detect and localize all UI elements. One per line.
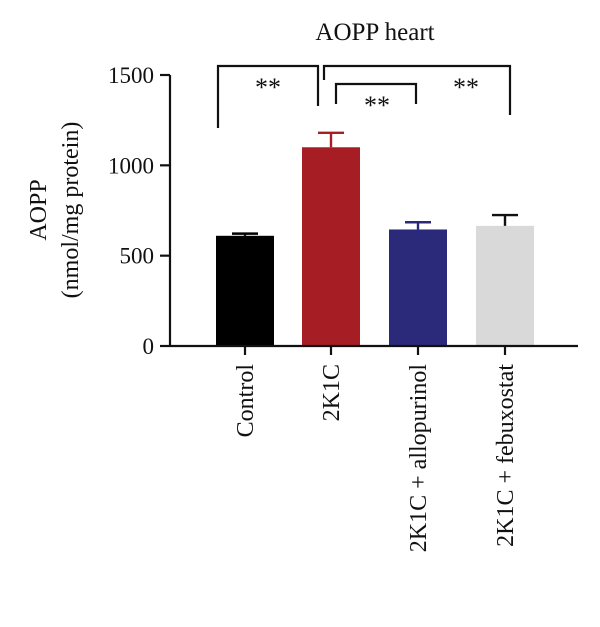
x-category-label-2: 2K1C + allopurinol bbox=[406, 364, 432, 553]
bar-2 bbox=[389, 229, 447, 346]
significance-bracket-0 bbox=[216, 64, 320, 128]
y-ticks-group: 0 500 1000 1500 bbox=[108, 63, 170, 359]
y-axis-label-unit: (nmol/mg protein) bbox=[58, 122, 84, 299]
y-tick-label-0: 0 bbox=[143, 334, 155, 359]
significance-bracket-1 bbox=[322, 64, 512, 115]
y-tick-label-3: 1500 bbox=[108, 63, 154, 88]
y-tick-label-1: 500 bbox=[120, 244, 155, 269]
bars-group bbox=[216, 147, 534, 346]
significance-group: ** ** ** bbox=[216, 64, 512, 128]
y-axis-label: AOPP bbox=[26, 179, 52, 240]
y-tick-label-2: 1000 bbox=[108, 153, 154, 178]
bar-1 bbox=[302, 147, 360, 346]
bar-0 bbox=[216, 235, 274, 346]
significance-label-0: ** bbox=[255, 73, 281, 102]
axes-group bbox=[168, 75, 578, 348]
bar-3 bbox=[476, 225, 534, 346]
error-bars-group bbox=[232, 131, 518, 236]
significance-bracket-2 bbox=[334, 82, 418, 104]
x-labels-group: Control 2K1C 2K1C + allopurinol 2K1C + febu… bbox=[233, 346, 519, 552]
x-category-label-3: 2K1C + febuxostat bbox=[493, 364, 519, 547]
x-category-label-0: Control bbox=[233, 364, 259, 438]
significance-label-2: ** bbox=[364, 91, 390, 120]
significance-label-1: ** bbox=[453, 73, 479, 102]
chart-title: AOPP heart bbox=[315, 19, 434, 46]
x-category-label-1: 2K1C bbox=[319, 364, 345, 421]
